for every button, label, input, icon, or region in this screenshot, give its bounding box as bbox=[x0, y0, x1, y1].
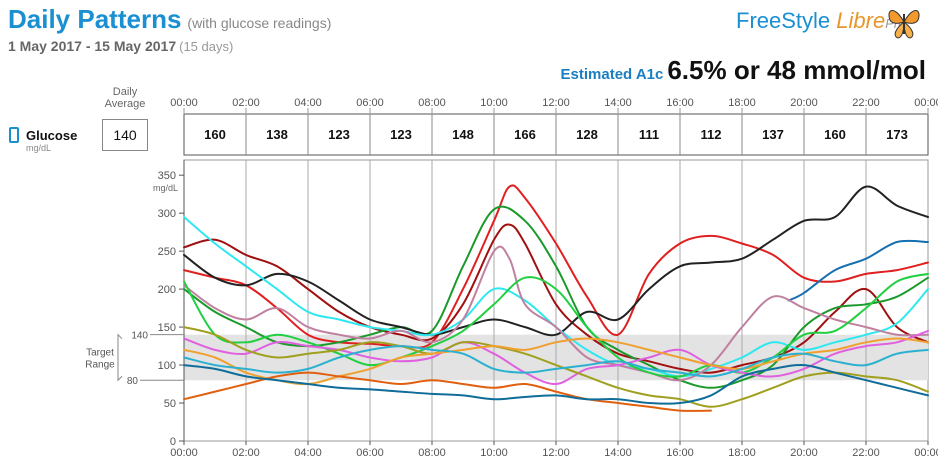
glucose-series-line-7 bbox=[183, 245, 929, 382]
bottom-time-tick: 00:00 bbox=[170, 447, 198, 459]
bottom-time-tick: 14:00 bbox=[604, 447, 632, 459]
y-tick-label: 0 bbox=[170, 436, 176, 448]
y-tick-label: 200 bbox=[158, 284, 176, 296]
glucose-series-line-10 bbox=[183, 326, 929, 408]
glucose-label: Glucose bbox=[26, 128, 78, 143]
daily-average-value: 140 bbox=[102, 119, 148, 151]
bucket-average: 123 bbox=[390, 127, 412, 142]
top-time-tick: 18:00 bbox=[728, 97, 756, 109]
bucket-average: 128 bbox=[576, 127, 598, 142]
bottom-time-tick: 10:00 bbox=[480, 447, 508, 459]
glucose-series-line-5 bbox=[787, 239, 929, 302]
bucket-average: 112 bbox=[701, 127, 722, 142]
bucket-average: 160 bbox=[204, 127, 226, 142]
y-tick-label: 350 bbox=[158, 170, 176, 182]
day-count: (15 days) bbox=[179, 39, 234, 54]
bucket-average: 160 bbox=[824, 127, 846, 142]
a1c-label: Estimated A1c bbox=[560, 66, 664, 83]
bottom-time-tick: 20:00 bbox=[790, 447, 818, 459]
bucket-average: 111 bbox=[639, 127, 659, 142]
daily-average-label: Daily Average bbox=[104, 86, 146, 110]
y-tick-label: 150 bbox=[158, 322, 176, 334]
glucose-series-line-4 bbox=[183, 185, 929, 337]
top-time-tick: 20:00 bbox=[790, 97, 818, 109]
bottom-time-tick: 04:00 bbox=[294, 447, 322, 459]
bucket-average: 166 bbox=[514, 127, 536, 142]
top-time-tick: 12:00 bbox=[542, 97, 570, 109]
target-range-label-2: Range bbox=[85, 359, 115, 370]
bottom-time-tick: 08:00 bbox=[418, 447, 446, 459]
top-time-tick: 02:00 bbox=[232, 97, 260, 109]
glucose-series-line-14 bbox=[183, 345, 929, 378]
page-title: Daily Patterns (with glucose readings) bbox=[8, 4, 331, 35]
a1c-value: 6.5% or 48 mmol/mol bbox=[667, 55, 926, 85]
bucket-average: 148 bbox=[452, 127, 474, 142]
bucket-average: 123 bbox=[328, 127, 350, 142]
top-time-tick: 16:00 bbox=[666, 97, 694, 109]
top-time-tick: 00:00 bbox=[170, 97, 198, 109]
bottom-time-tick: 22:00 bbox=[852, 447, 880, 459]
date-range: 1 May 2017 - 15 May 2017 (15 days) bbox=[8, 38, 233, 54]
glucose-unit: mg/dL bbox=[26, 143, 52, 153]
page-subtitle: (with glucose readings) bbox=[187, 15, 332, 31]
top-time-tick: 06:00 bbox=[356, 97, 384, 109]
target-range-label-1: Target bbox=[86, 347, 114, 358]
y-tick-label: 300 bbox=[158, 208, 176, 220]
logo-freestyle: FreeStyle bbox=[736, 8, 831, 33]
estimated-a1c: Estimated A1c 6.5% or 48 mmol/mol bbox=[561, 55, 926, 86]
freestyle-libre-logo: FreeStyle LibrePro bbox=[736, 8, 905, 34]
glucose-series-line-9 bbox=[183, 329, 929, 386]
bottom-time-tick: 18:00 bbox=[728, 447, 756, 459]
bucket-average: 138 bbox=[266, 127, 288, 142]
glucose-series-line-2 bbox=[183, 223, 929, 374]
top-time-tick: 08:00 bbox=[418, 97, 446, 109]
target-low-label: 80 bbox=[127, 376, 139, 387]
bucket-average: 137 bbox=[762, 127, 784, 142]
y-tick-label: 50 bbox=[164, 398, 176, 410]
y-axis-unit: mg/dL bbox=[153, 183, 178, 193]
glucose-series-line-1 bbox=[183, 184, 929, 349]
glucose-series-line-13 bbox=[183, 363, 929, 405]
target-high-label: 140 bbox=[131, 331, 148, 342]
logo-libre: Libre bbox=[836, 8, 886, 33]
phone-icon bbox=[9, 127, 19, 143]
top-time-tick: 22:00 bbox=[852, 97, 880, 109]
title-text: Daily Patterns bbox=[8, 4, 182, 34]
target-bracket bbox=[117, 333, 123, 382]
bottom-time-tick: 06:00 bbox=[356, 447, 384, 459]
butterfly-icon bbox=[888, 10, 920, 39]
bottom-time-tick: 16:00 bbox=[666, 447, 694, 459]
date-range-text: 1 May 2017 - 15 May 2017 bbox=[8, 38, 177, 54]
bottom-time-tick: 12:00 bbox=[542, 447, 570, 459]
y-tick-label: 100 bbox=[158, 360, 176, 372]
top-time-tick: 10:00 bbox=[480, 97, 508, 109]
bucket-average: 173 bbox=[886, 127, 908, 142]
y-tick-label: 250 bbox=[158, 246, 176, 258]
glucose-series-line-8 bbox=[183, 272, 929, 378]
top-time-tick: 14:00 bbox=[604, 97, 632, 109]
bottom-time-tick: 02:00 bbox=[232, 447, 260, 459]
top-time-tick: 00:00 bbox=[914, 97, 938, 109]
top-time-tick: 04:00 bbox=[294, 97, 322, 109]
glucose-series-line-12 bbox=[183, 371, 712, 412]
bottom-time-tick: 00:00 bbox=[914, 447, 938, 459]
